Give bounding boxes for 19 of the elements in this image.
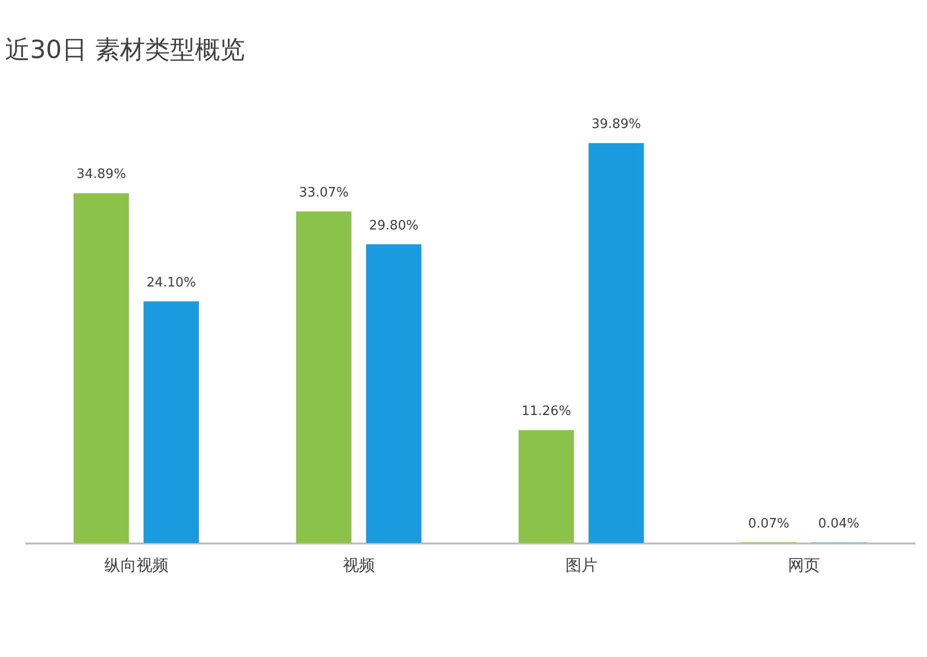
data-label: 33.07% [298, 185, 349, 200]
x-tick-label: 纵向视频 [104, 556, 168, 574]
data-label: 39.89% [591, 117, 642, 132]
data-label: 29.80% [368, 218, 419, 234]
bar [588, 143, 644, 543]
x-tick-label: 网页 [788, 556, 820, 574]
bar [296, 211, 352, 543]
bar [366, 244, 422, 543]
x-tick-label: 图片 [565, 556, 598, 574]
bar [518, 430, 574, 543]
data-label: 11.26% [521, 404, 572, 420]
data-label: 0.07% [748, 516, 790, 532]
chart-title: 近30日 素材类型概览 [5, 35, 245, 64]
data-label: 24.10% [146, 275, 196, 290]
bar [74, 193, 129, 543]
data-label: 34.89% [76, 167, 126, 182]
x-tick-label: 视频 [342, 556, 375, 574]
data-label: 0.04% [818, 516, 860, 532]
bar [144, 301, 199, 543]
